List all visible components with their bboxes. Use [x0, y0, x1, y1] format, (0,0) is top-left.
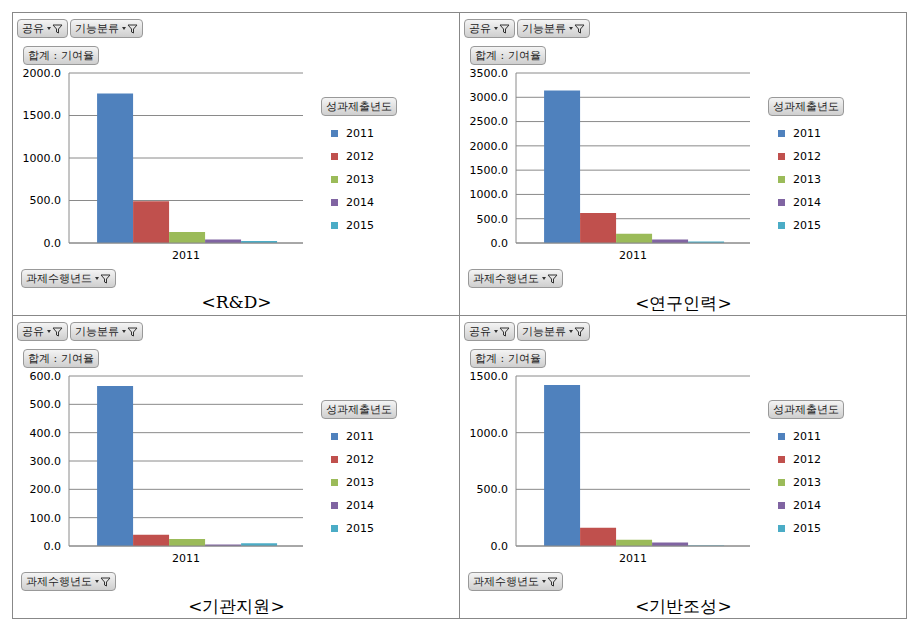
html-text:2013: 2013	[346, 476, 374, 489]
html-text:기능분류: 기능분류	[75, 22, 119, 35]
svg-text:500.0: 500.0	[477, 213, 509, 226]
svg-text:1000.0: 1000.0	[470, 427, 509, 440]
html-text:2015: 2015	[793, 522, 821, 535]
svg-text:500.0: 500.0	[30, 398, 62, 411]
html-text:성과제출년도: 성과제출년도	[773, 403, 839, 416]
svg-text:0.0: 0.0	[491, 237, 509, 250]
html-text:과제수행년도: 과제수행년도	[473, 272, 539, 285]
svg-text:2011: 2011	[619, 552, 647, 565]
svg-text:2000.0: 2000.0	[470, 140, 509, 153]
svg-text:0.0: 0.0	[491, 540, 509, 553]
html-text:2013: 2013	[346, 173, 374, 186]
svg-text:0.0: 0.0	[44, 540, 62, 553]
html-text:2011: 2011	[793, 430, 821, 443]
html-text:2011: 2011	[793, 127, 821, 140]
svg-text:1500.0: 1500.0	[470, 164, 509, 177]
html-text:2013: 2013	[793, 476, 821, 489]
svg-text:1500.0: 1500.0	[470, 370, 509, 383]
html-text:합계 : 기여율: 합계 : 기여율	[28, 352, 94, 365]
html-text:2012: 2012	[793, 150, 821, 163]
svg-text:1000.0: 1000.0	[470, 188, 509, 201]
html-text:과제수행년도: 과제수행년도	[473, 575, 539, 588]
html-text:2015: 2015	[346, 522, 374, 535]
html-text:합계 : 기여율: 합계 : 기여율	[475, 352, 541, 365]
html-text:2014: 2014	[346, 499, 374, 512]
svg-text:2011: 2011	[172, 249, 200, 262]
html-text:성과제출년도: 성과제출년도	[326, 403, 392, 416]
html-text:2015: 2015	[793, 219, 821, 232]
html-text:합계 : 기여율: 합계 : 기여율	[475, 49, 541, 62]
html-text:2014: 2014	[793, 499, 821, 512]
html-text:합계 : 기여율: 합계 : 기여율	[28, 49, 94, 62]
html-text:2014: 2014	[346, 196, 374, 209]
svg-text:3000.0: 3000.0	[470, 91, 509, 104]
svg-text:100.0: 100.0	[30, 512, 62, 525]
html-text:공유: 공유	[469, 22, 491, 35]
svg-text:2011: 2011	[619, 249, 647, 262]
svg-text:200.0: 200.0	[30, 483, 62, 496]
html-text:2012: 2012	[346, 150, 374, 163]
svg-text:500.0: 500.0	[477, 483, 509, 496]
svg-text:500.0: 500.0	[30, 194, 62, 207]
html-text:2015: 2015	[346, 219, 374, 232]
svg-text:0.0: 0.0	[44, 237, 62, 250]
html-text:2012: 2012	[346, 453, 374, 466]
html-text:기능분류: 기능분류	[522, 325, 566, 338]
svg-text:2011: 2011	[172, 552, 200, 565]
html-text:과제수행년드: 과제수행년드	[26, 272, 92, 285]
html-text:<기반조성>: <기반조성>	[635, 596, 732, 616]
svg-text:300.0: 300.0	[30, 455, 62, 468]
html-text:성과제출년도: 성과제출년도	[773, 100, 839, 113]
html-text:<R&D>: <R&D>	[201, 292, 272, 312]
html-text:공유: 공유	[22, 325, 44, 338]
html-text:2012: 2012	[793, 453, 821, 466]
svg-text:2500.0: 2500.0	[470, 115, 509, 128]
svg-text:1500.0: 1500.0	[23, 109, 62, 122]
html-text:<기관지원>: <기관지원>	[188, 596, 285, 616]
svg-text:3500.0: 3500.0	[470, 67, 509, 80]
svg-text:600.0: 600.0	[30, 370, 62, 383]
html-text:공유: 공유	[22, 22, 44, 35]
svg-text:2000.0: 2000.0	[23, 67, 62, 80]
html-text:2014: 2014	[793, 196, 821, 209]
svg-text:400.0: 400.0	[30, 427, 62, 440]
html-text:<연구인력>: <연구인력>	[635, 293, 732, 313]
html-text:공유: 공유	[469, 325, 491, 338]
html-text:2013: 2013	[793, 173, 821, 186]
html-text:과제수행년도: 과제수행년도	[26, 575, 92, 588]
html-text:2011: 2011	[346, 430, 374, 443]
html-text:2011: 2011	[346, 127, 374, 140]
svg-text:1000.0: 1000.0	[23, 152, 62, 165]
html-text:성과제출년도: 성과제출년도	[326, 100, 392, 113]
html-text:기능분류: 기능분류	[522, 22, 566, 35]
html-text:기능분류: 기능분류	[75, 325, 119, 338]
